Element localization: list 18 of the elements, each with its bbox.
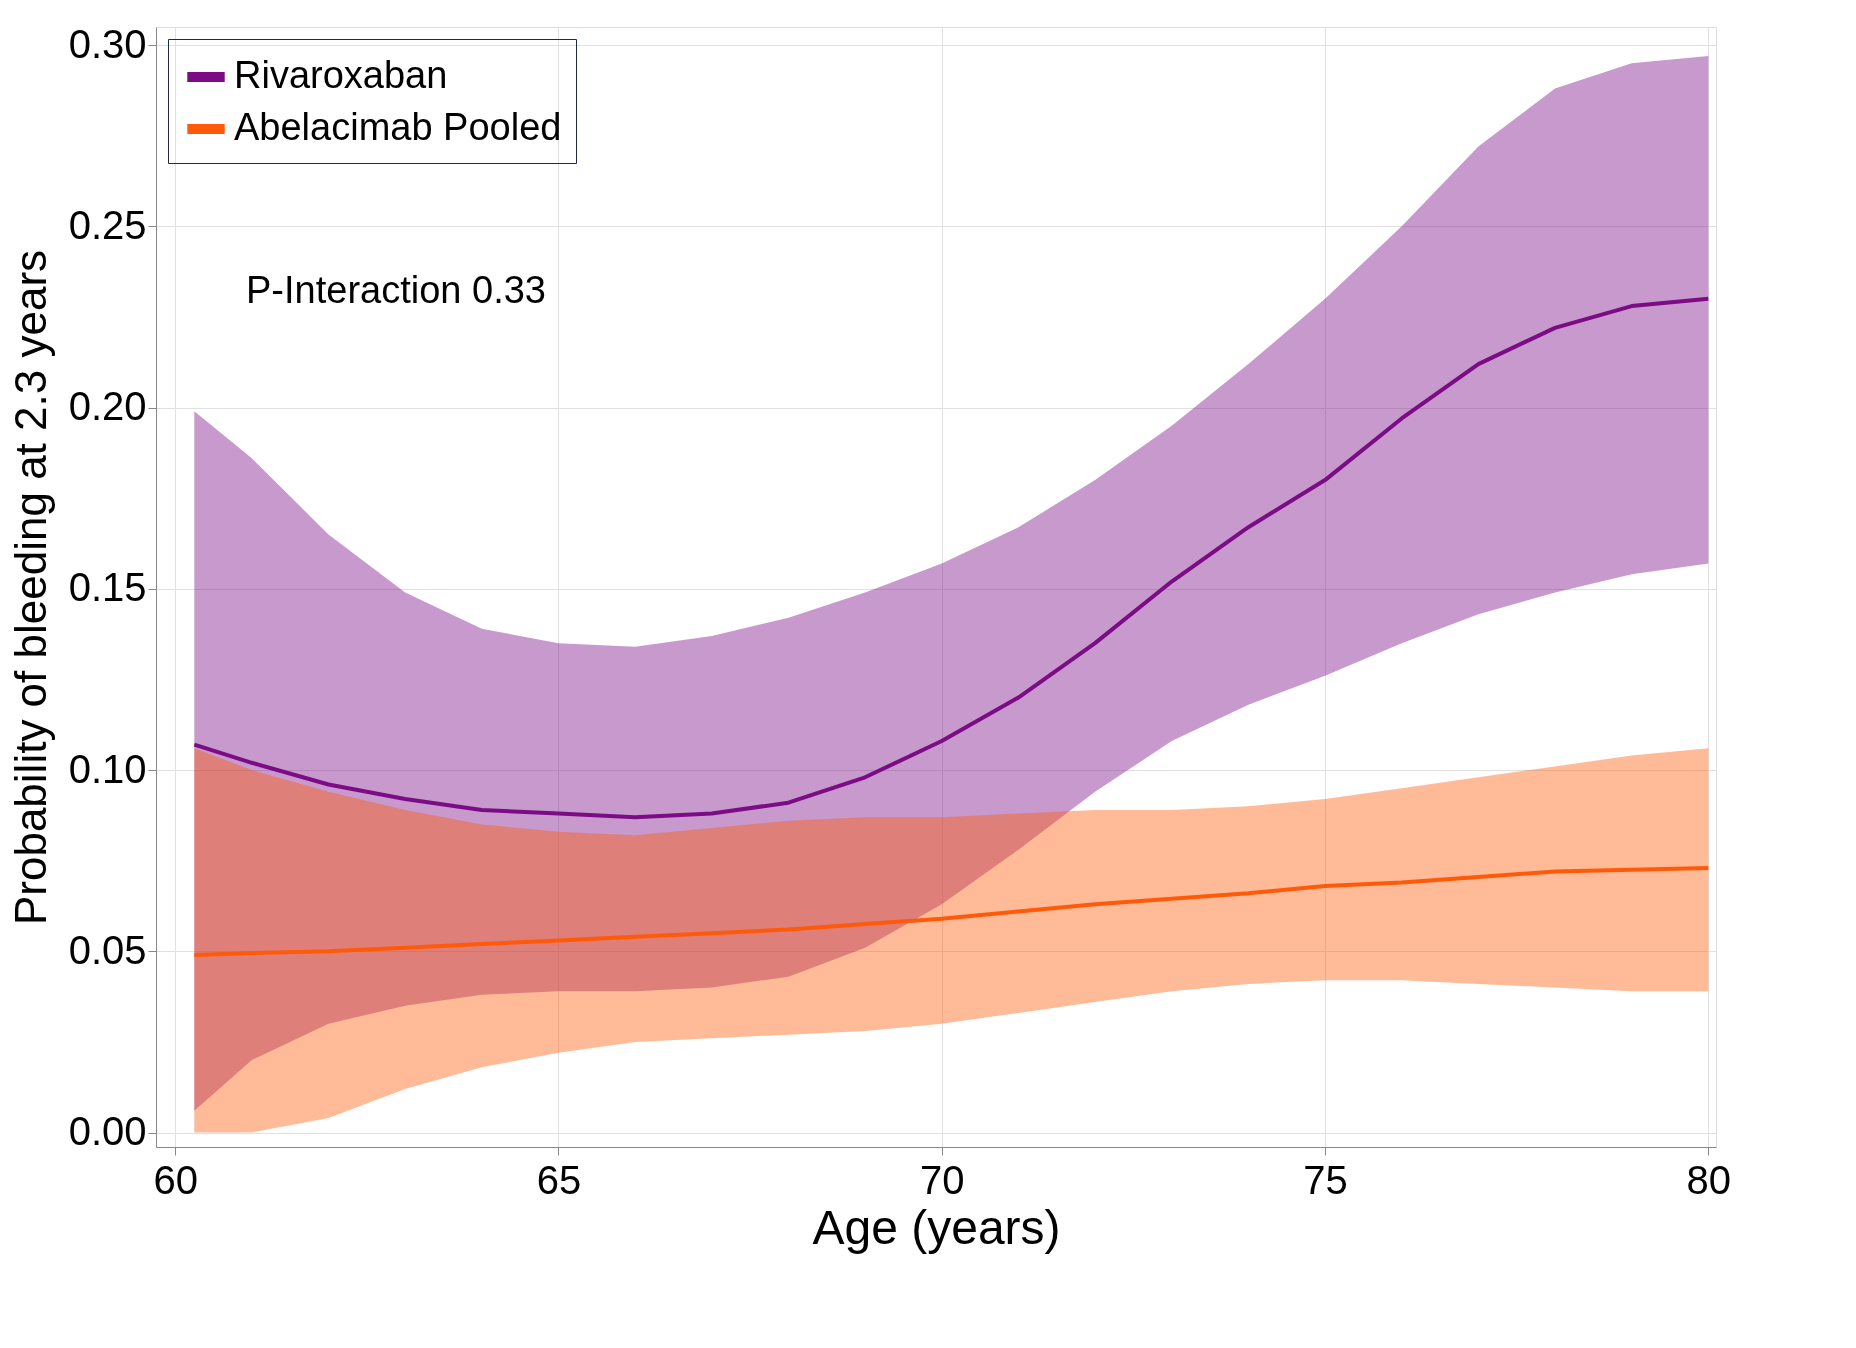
y-tick-label: 0.00 xyxy=(68,1109,147,1153)
x-tick-label: 60 xyxy=(153,1157,198,1202)
y-tick-label: 0.20 xyxy=(68,384,147,429)
y-tick-label: 0.25 xyxy=(68,202,147,247)
y-tick-label: 0.05 xyxy=(68,927,147,972)
x-tick-label: 70 xyxy=(920,1157,965,1202)
line-series xyxy=(192,865,1711,957)
y-tick-label: 0.30 xyxy=(68,21,147,66)
y-axis-title: Probability of bleeding at 2.3 years xyxy=(5,249,55,926)
annotation: P-Interaction 0.33 xyxy=(246,269,546,311)
legend-label: Abelacimab Pooled xyxy=(234,106,562,148)
x-tick-label: 75 xyxy=(1303,1157,1348,1202)
x-tick-label: 80 xyxy=(1686,1157,1732,1202)
x-axis-title: Age (years) xyxy=(812,1200,1061,1254)
y-tick-label: 0.10 xyxy=(68,746,147,791)
legend-label: Rivaroxaban xyxy=(234,54,448,96)
y-tick-label: 0.15 xyxy=(68,565,147,610)
x-tick-label: 65 xyxy=(536,1157,582,1202)
